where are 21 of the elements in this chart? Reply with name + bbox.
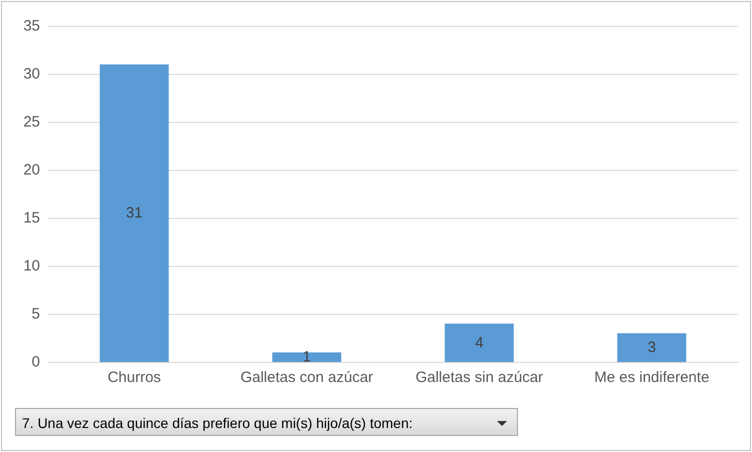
x-tick-label: Galletas con azúcar bbox=[240, 369, 374, 386]
x-tick-label: Churros bbox=[108, 369, 161, 386]
bar bbox=[444, 324, 514, 362]
y-tick-label: 5 bbox=[32, 306, 40, 322]
y-tick-label: 30 bbox=[23, 66, 40, 82]
x-tick-label: Galletas sin azúcar bbox=[415, 369, 544, 386]
bar bbox=[100, 64, 169, 362]
y-tick-label: 10 bbox=[23, 258, 40, 274]
data-label: 1 bbox=[302, 348, 311, 366]
bar bbox=[617, 333, 686, 362]
data-label: 4 bbox=[475, 334, 484, 352]
y-tick-label: 20 bbox=[23, 162, 40, 178]
y-tick-label: 0 bbox=[32, 354, 40, 370]
bar bbox=[272, 352, 342, 362]
y-tick-label: 25 bbox=[23, 114, 40, 130]
data-label: 3 bbox=[648, 339, 656, 356]
text: 7. Una vez cada quince días prefiero que mi(s) hijo/a(s) tomen: bbox=[22, 415, 413, 431]
x-tick-label: Me es indiferente bbox=[594, 369, 710, 386]
y-tick-label: 35 bbox=[23, 18, 40, 34]
data-label: 31 bbox=[126, 204, 143, 222]
y-tick-label: 15 bbox=[23, 210, 40, 226]
